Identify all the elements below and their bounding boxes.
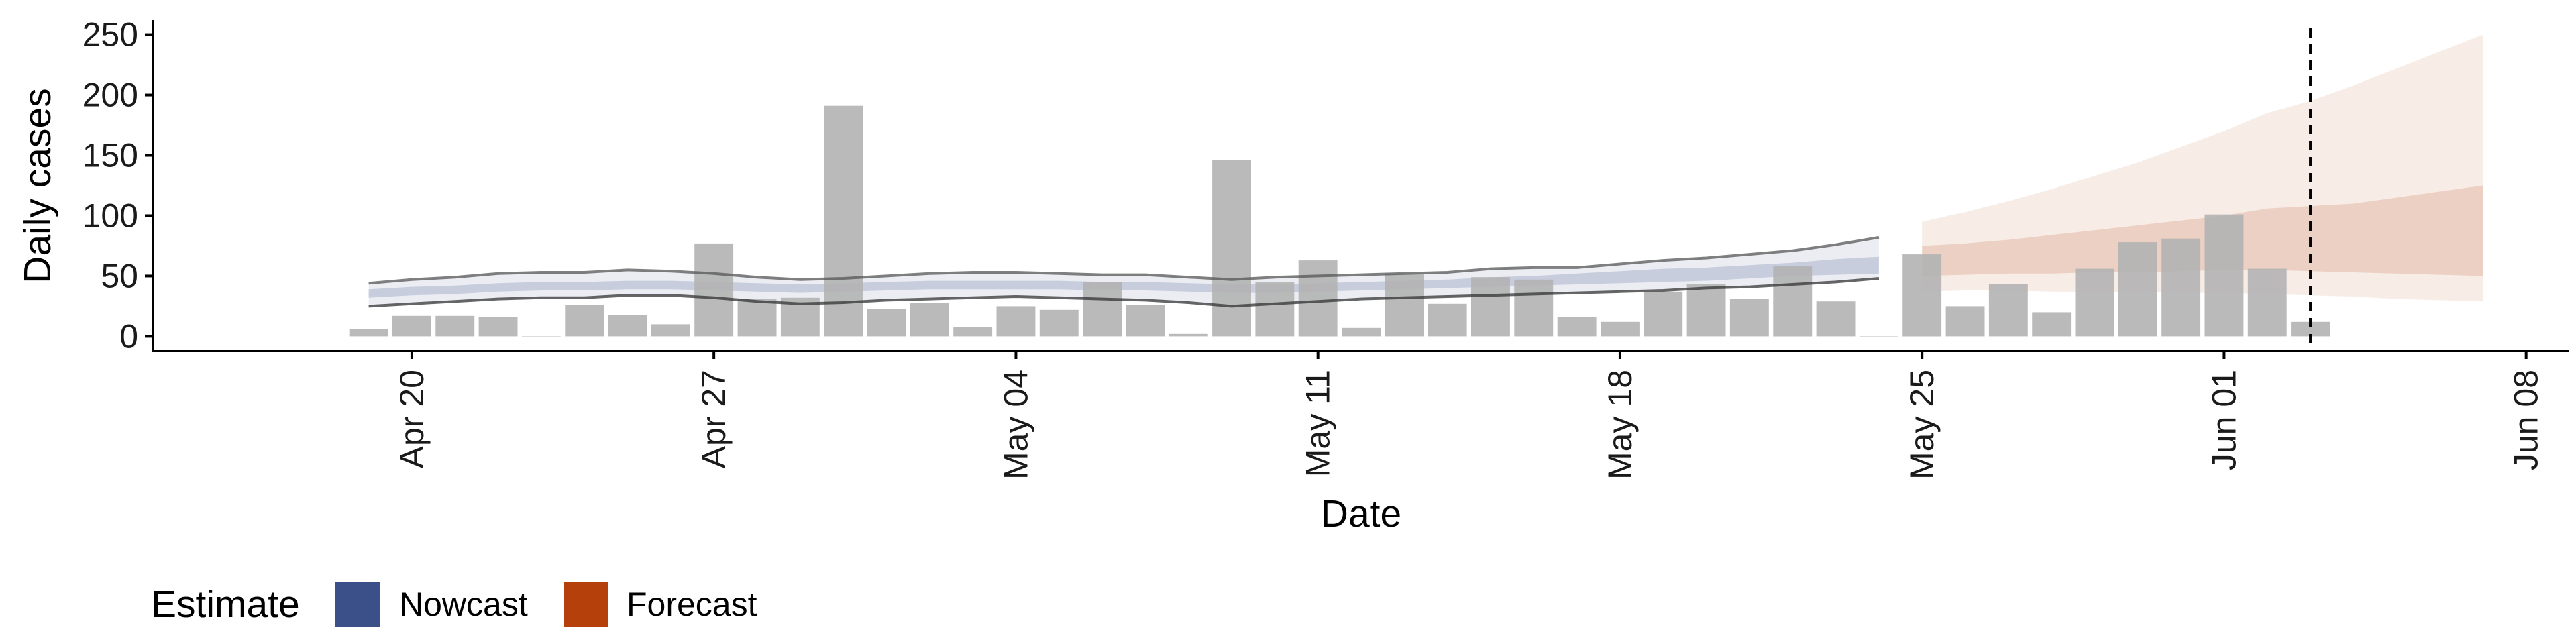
bar-2020-05-03 — [953, 327, 993, 337]
bar-2020-05-12 — [1342, 327, 1381, 337]
y-axis-title: Daily cases — [16, 88, 59, 283]
bar-2020-04-20 — [392, 315, 431, 337]
bar-2020-05-08 — [1169, 333, 1208, 337]
bar-2020-05-18 — [1601, 321, 1640, 337]
bar-2020-06-03 — [2291, 321, 2330, 337]
bar-2020-04-22 — [478, 317, 518, 337]
bar-2020-04-27 — [694, 243, 734, 337]
y-tick-label: 200 — [83, 76, 138, 114]
x-axis-title: Date — [1321, 492, 1401, 535]
axes — [152, 20, 2569, 352]
legend-title: Estimate — [151, 583, 300, 626]
x-tick-label: May 25 — [1903, 370, 1941, 480]
bar-2020-05-26 — [1945, 306, 1985, 337]
x-tick-label: Apr 20 — [393, 370, 431, 468]
bar-2020-05-19 — [1644, 291, 1683, 337]
x-tick-label: May 11 — [1299, 370, 1337, 477]
x-tick-label: Jun 01 — [2205, 370, 2243, 470]
bar-2020-04-24 — [565, 305, 604, 337]
x-tick-label: Jun 08 — [2508, 370, 2545, 470]
x-tick-label: Apr 27 — [695, 370, 733, 468]
legend-label-forecast: Forecast — [627, 586, 757, 623]
bar-2020-05-14 — [1428, 303, 1467, 337]
bar-2020-05-07 — [1126, 305, 1165, 337]
bar-2020-05-31 — [2161, 238, 2201, 337]
bar-2020-04-25 — [608, 315, 647, 337]
nowcast-lower-line — [368, 277, 1880, 308]
bar-2020-04-21 — [435, 315, 475, 337]
y-tick-label: 150 — [83, 137, 138, 174]
bar-2020-06-02 — [2247, 268, 2287, 337]
observed-bars — [349, 105, 2330, 337]
bar-2020-05-25 — [1902, 254, 1942, 337]
bar-2020-05-22 — [1773, 266, 1813, 337]
y-tick-label: 100 — [83, 197, 138, 234]
y-tick-label: 0 — [119, 317, 138, 355]
bar-2020-05-04 — [996, 306, 1036, 337]
bar-2020-05-05 — [1039, 309, 1079, 337]
legend-label-nowcast: Nowcast — [399, 586, 528, 623]
bar-2020-05-01 — [867, 309, 906, 337]
nowcast-band-50 — [368, 256, 1879, 298]
bar-2020-05-23 — [1816, 301, 1856, 337]
x-tick-label: May 18 — [1601, 370, 1639, 480]
bar-2020-05-28 — [2032, 312, 2072, 337]
bar-2020-05-16 — [1514, 279, 1554, 337]
bar-2020-05-11 — [1298, 260, 1338, 337]
bar-2020-05-10 — [1255, 282, 1295, 337]
x-ticks: Apr 20 Apr 27 May 04 May 11 May 18 May 25 Jun … — [393, 351, 2545, 480]
forecast-band-50 — [1922, 185, 2483, 276]
bar-2020-05-15 — [1471, 277, 1510, 337]
bar-2020-04-30 — [824, 105, 863, 337]
bar-2020-06-01 — [2204, 214, 2244, 337]
nowcast-upper-line — [368, 235, 1880, 285]
bar-2020-05-27 — [1988, 284, 2028, 337]
bar-2020-05-06 — [1083, 282, 1122, 337]
bar-2020-05-30 — [2118, 242, 2157, 337]
bar-2020-05-17 — [1557, 317, 1597, 337]
bar-2020-04-23 — [521, 336, 561, 337]
legend-swatch-forecast — [564, 582, 608, 627]
forecast-band-90 — [1922, 34, 2483, 302]
y-tick-label: 50 — [101, 257, 138, 294]
legend-swatch-nowcast — [335, 582, 380, 627]
bar-2020-04-19 — [349, 329, 388, 337]
legend: Estimate Nowcast Forecast — [151, 582, 757, 627]
bar-2020-05-09 — [1212, 160, 1251, 337]
y-tick-label: 250 — [83, 16, 138, 54]
bar-2020-04-28 — [737, 299, 777, 337]
bar-2020-05-13 — [1385, 273, 1424, 337]
bar-2020-05-24 — [1859, 336, 1898, 337]
interval-lines — [368, 28, 2312, 351]
bar-2020-04-26 — [651, 324, 690, 337]
bar-2020-05-21 — [1729, 299, 1769, 337]
bar-2020-05-02 — [910, 303, 949, 337]
x-tick-label: May 04 — [997, 370, 1034, 480]
bar-2020-05-20 — [1686, 284, 1726, 337]
y-ticks: 0 50 100 150 200 250 — [83, 16, 153, 355]
bar-2020-05-29 — [2075, 268, 2114, 337]
